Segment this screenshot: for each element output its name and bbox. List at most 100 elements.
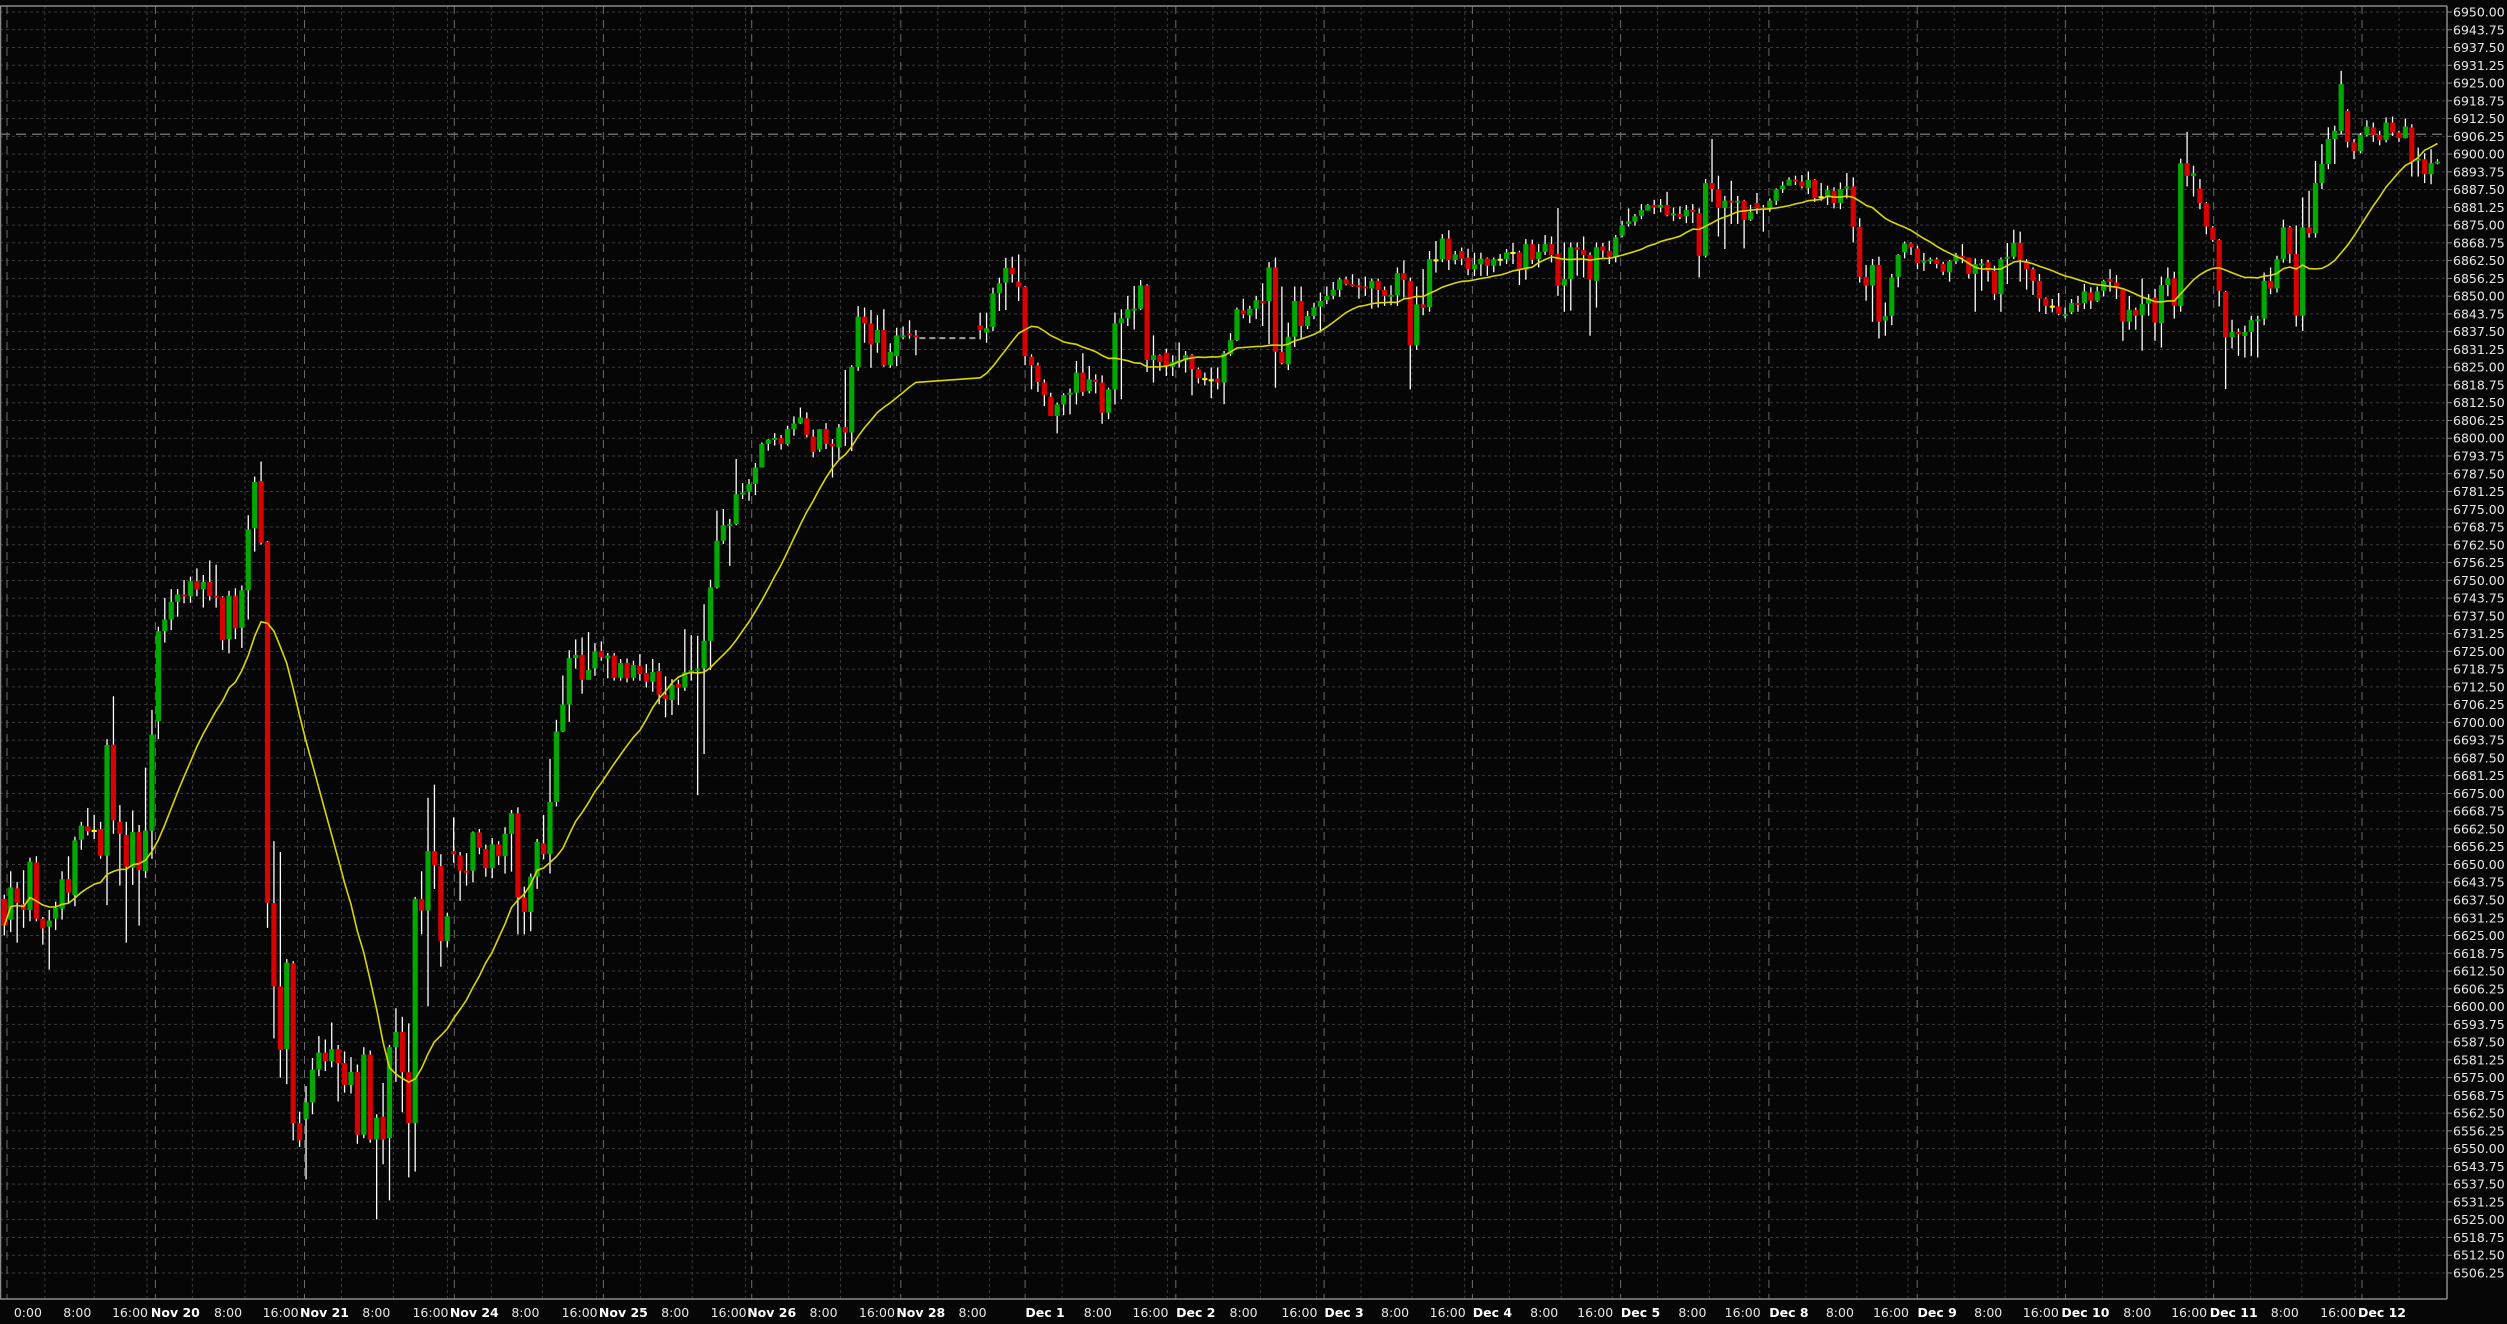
candle [1696,208,1702,278]
candle-body [1086,379,1092,392]
candle [1317,292,1323,333]
candle-body [1073,372,1080,393]
candle-body [290,963,296,1124]
candle [2267,267,2274,295]
candle-body [1484,258,1490,266]
candle [1767,198,1773,212]
candle-body [778,437,784,444]
time-axis[interactable]: 0:00 8:00 16:00 Nov 20 8:00 16:00 Nov 21 8:00 16… [14,1305,2406,1320]
candle [1709,139,1715,202]
candle [637,654,643,681]
candle-body [1061,395,1067,405]
candle [2203,201,2209,235]
candle [8,871,14,933]
candle-body [1818,196,1824,199]
candle-body [1683,210,1689,217]
candle-body [2267,280,2274,289]
candle [682,629,688,691]
candle [2319,144,2325,190]
candle-body [367,1054,373,1140]
candle [829,439,836,478]
candle [2139,278,2145,351]
candle [1349,274,1356,287]
candle-body [585,669,592,680]
candle-body [2178,163,2184,306]
candle [1561,242,1567,312]
candle [2306,190,2312,238]
candle-body [1934,259,1940,265]
candle-body [534,842,540,877]
candle-body [496,844,502,857]
candle-body [1388,294,1394,297]
candle-body [1946,261,1953,273]
y-tick-label: 6556.25 [2453,1123,2505,1138]
candle-body [200,582,206,590]
candle [1247,305,1253,324]
candle-body [1433,259,1439,262]
candle [855,306,861,371]
candle-body [2190,173,2197,176]
candle [290,961,296,1141]
candle-body [650,671,656,682]
candle [1869,258,1876,322]
candle-body [2377,135,2383,141]
x-time-label: 16:00 [263,1305,299,1320]
candle-body [1979,263,1985,266]
candle-body [1914,248,1921,264]
candle-body [470,832,476,871]
candle-body [810,436,816,452]
candle-body [1234,309,1240,341]
candle-body [662,694,669,700]
candle-body [1664,204,1670,216]
candle [791,416,797,436]
candle-body [1882,316,1888,321]
candle-body [207,582,213,597]
x-time-label: 16:00 [2023,1305,2059,1320]
candle [1426,250,1433,312]
candle [1478,252,1484,276]
candle-body [2158,285,2165,324]
candle-body [213,595,219,598]
candle-body [457,855,463,871]
x-time-label: 8:00 [1230,1305,1258,1320]
candle-body [566,658,572,705]
x-date-label: Dec 11 [2210,1305,2258,1320]
candle [419,871,425,935]
candle-body [1208,379,1214,382]
candle-body [1548,244,1555,255]
y-tick-label: 6637.50 [2453,893,2505,908]
candle [611,653,617,681]
candle-body [277,986,283,1051]
candle-body [913,335,919,338]
candle-body [1998,259,2004,295]
candle [1061,393,1067,416]
candle [65,856,72,904]
candle [598,641,604,661]
candle [1863,264,1869,301]
candle [1497,254,1503,266]
candle [842,370,848,446]
x-date-label: Dec 3 [1324,1305,1363,1320]
candle [303,1086,309,1180]
candle-body [611,655,617,678]
candle [85,807,91,836]
candle-body [393,1031,399,1048]
candle-body [2248,320,2254,332]
candle [1125,295,1131,326]
candle [1157,354,1163,371]
candle-body [1606,250,1612,257]
candle-body [553,731,560,802]
candle [573,639,579,669]
candle [765,439,771,451]
candle-body [983,328,990,333]
candle-body [1561,279,1567,286]
candle [714,510,720,589]
price-axis[interactable]: 6950.00 6943.75 6937.50 6931.25 6925.00 6918.… [2447,5,2505,1281]
candle [232,588,239,640]
x-time-label: 8:00 [63,1305,91,1320]
candle-body [797,417,803,424]
candle [906,320,913,339]
candle-body [1555,254,1561,286]
y-tick-label: 6587.50 [2453,1035,2505,1050]
candle-body [489,844,495,869]
